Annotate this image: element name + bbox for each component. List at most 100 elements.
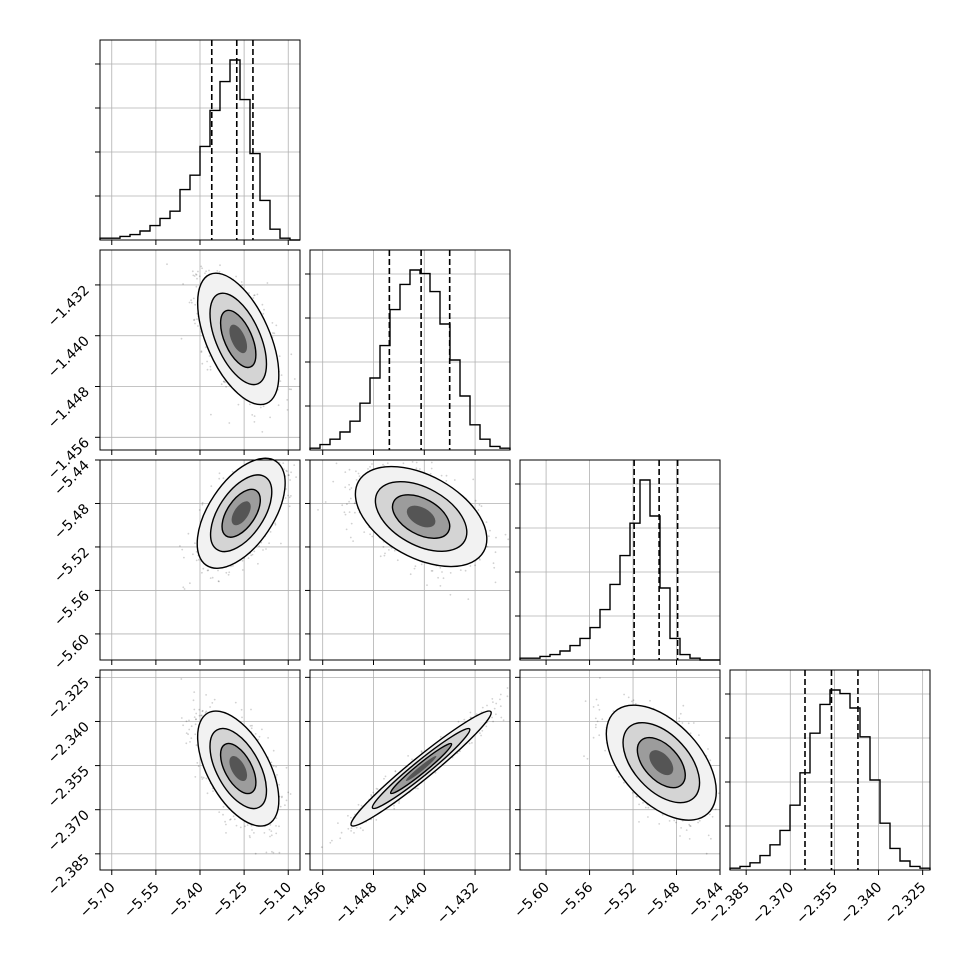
sample-point	[286, 470, 288, 473]
sample-point	[386, 462, 389, 465]
sample-point	[179, 545, 181, 547]
sample-point	[228, 571, 231, 574]
sample-point	[369, 533, 371, 536]
sample-point	[253, 832, 255, 834]
sample-point	[218, 580, 220, 583]
sample-point	[218, 270, 221, 273]
sample-point	[354, 511, 356, 514]
sample-point	[259, 406, 262, 409]
sample-point	[271, 322, 274, 324]
sample-point	[180, 337, 183, 340]
sample-point	[269, 531, 272, 533]
sample-point	[222, 380, 225, 383]
sample-point	[355, 479, 358, 481]
sample-point	[189, 582, 191, 585]
sample-point	[197, 765, 200, 768]
sample-point	[430, 467, 433, 470]
sample-point	[464, 569, 467, 572]
sample-point	[223, 380, 225, 383]
sample-point	[344, 513, 347, 516]
sample-point	[241, 559, 244, 562]
sample-point	[282, 462, 285, 464]
sample-point	[209, 706, 212, 708]
sample-point	[197, 270, 199, 273]
sample-point	[224, 381, 226, 384]
sample-point	[201, 267, 204, 270]
panel-frame	[309, 249, 511, 451]
sample-point	[193, 318, 196, 321]
sample-point	[241, 284, 244, 286]
sample-point	[261, 303, 264, 306]
sample-point	[286, 399, 289, 401]
sample-point	[209, 368, 212, 371]
sample-point	[383, 554, 386, 557]
sample-point	[439, 585, 442, 587]
sample-point	[261, 431, 264, 433]
sample-point	[196, 318, 198, 320]
sample-point	[263, 308, 265, 311]
sample-point	[431, 570, 434, 572]
sample-point	[241, 716, 243, 719]
sample-point	[208, 355, 211, 357]
sample-point	[341, 504, 344, 507]
sample-point	[211, 576, 214, 579]
sample-point	[253, 294, 256, 297]
sample-point	[253, 550, 256, 553]
sample-point	[188, 301, 191, 304]
sample-point	[279, 380, 282, 382]
sample-point	[268, 542, 270, 545]
sample-point	[355, 470, 357, 473]
sample-point	[190, 725, 193, 728]
sample-point	[472, 478, 475, 481]
sample-point	[197, 325, 199, 327]
sample-point	[208, 269, 210, 272]
sample-point	[262, 405, 265, 408]
sample-point	[335, 462, 338, 465]
sample-point	[275, 765, 277, 768]
sample-point	[249, 724, 252, 727]
sample-point	[211, 702, 214, 704]
sample-point	[190, 299, 193, 302]
sample-point	[286, 409, 289, 411]
sample-point	[402, 462, 405, 465]
sample-point	[288, 505, 291, 508]
sample-point	[324, 501, 327, 503]
sample-point	[415, 461, 418, 464]
sample-point	[257, 562, 259, 565]
sample-point	[241, 569, 244, 571]
sample-point	[206, 569, 209, 572]
sample-point	[198, 558, 200, 561]
sample-point	[251, 553, 254, 556]
sample-point	[206, 368, 209, 371]
sample-point	[185, 732, 188, 734]
sample-point	[343, 511, 346, 514]
sample-point	[275, 324, 278, 327]
sample-point	[348, 483, 350, 486]
sample-point	[363, 531, 366, 533]
sample-point	[469, 565, 472, 567]
density-panel-2-0	[95, 457, 301, 665]
sample-point	[201, 503, 204, 506]
sample-point	[181, 548, 184, 551]
sample-point	[441, 571, 443, 573]
sample-point	[201, 778, 204, 780]
sample-point	[218, 477, 221, 480]
sample-point	[350, 522, 353, 525]
sample-point	[272, 851, 275, 854]
sample-point	[212, 790, 214, 792]
sample-point	[270, 830, 273, 832]
sample-point	[217, 580, 220, 582]
sample-point	[258, 545, 260, 547]
sample-point	[220, 383, 223, 386]
sample-point	[231, 470, 234, 473]
sample-point	[222, 813, 224, 816]
density-panel-1-0	[95, 249, 301, 455]
sample-point	[192, 699, 195, 702]
sample-point	[209, 577, 212, 579]
sample-point	[290, 495, 292, 497]
sample-point	[332, 480, 335, 483]
sample-point	[489, 529, 491, 532]
sample-point	[205, 270, 208, 273]
sample-point	[182, 283, 185, 285]
histogram-panel-1	[305, 249, 511, 455]
